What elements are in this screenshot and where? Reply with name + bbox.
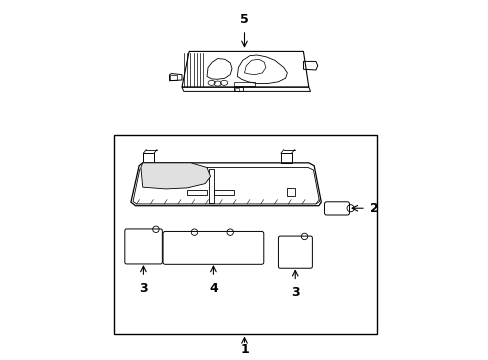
Bar [208,169,214,203]
Text: 4: 4 [208,282,217,295]
Bar [143,153,154,163]
Polygon shape [141,163,210,189]
Text: 2: 2 [369,202,378,215]
Bar [234,88,239,91]
Bar [187,190,206,195]
Bar [281,153,291,163]
Bar [170,75,176,80]
Text: 3: 3 [139,282,147,295]
Bar [233,82,255,86]
Text: 3: 3 [290,287,299,300]
Bar [214,190,233,195]
Text: 5: 5 [240,13,248,26]
Bar [287,188,295,196]
Bar [114,135,376,334]
Bar [233,87,242,91]
Text: 1: 1 [240,343,248,356]
